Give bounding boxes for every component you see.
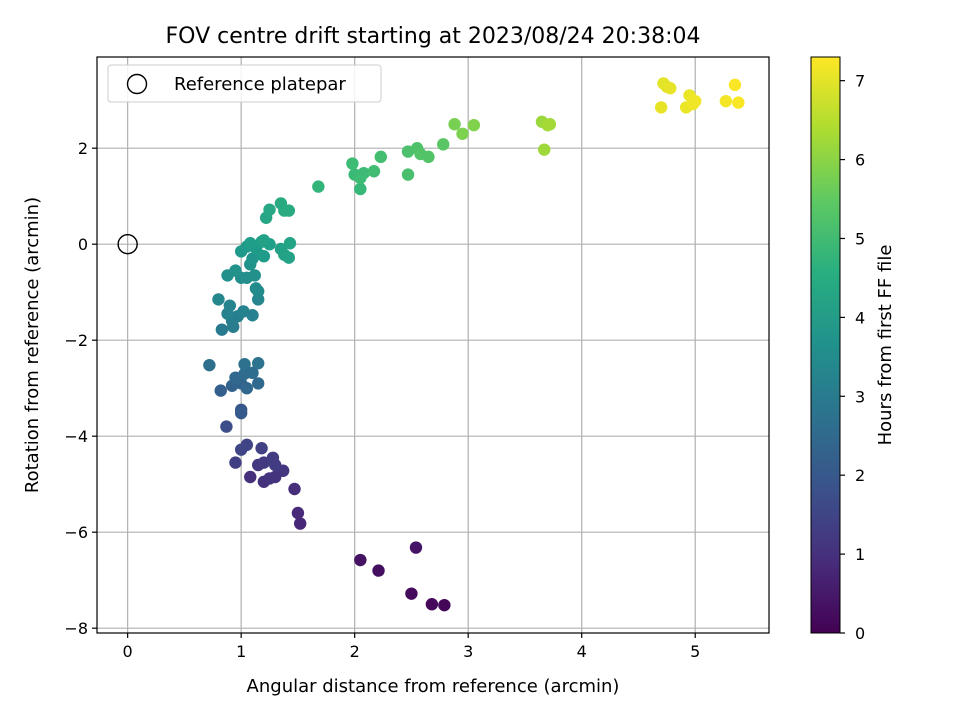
data-point (220, 420, 233, 433)
data-point (269, 458, 282, 472)
colorbar-tick-label: 7 (855, 72, 865, 91)
data-point (229, 264, 242, 277)
data-point (401, 168, 415, 181)
data-point (538, 143, 551, 156)
data-point (223, 299, 237, 312)
data-point (288, 482, 301, 496)
x-tick-label: 5 (690, 642, 700, 661)
data-point (212, 293, 225, 306)
colorbar: 0 1 2 3 4 5 6 7 Hours from first FF file (810, 56, 896, 643)
data-points (117, 77, 745, 612)
x-tick-label: 4 (577, 642, 587, 661)
data-point (251, 285, 265, 298)
data-point (291, 506, 305, 520)
y-tick-label: 2 (78, 139, 88, 158)
legend-marker-reference (126, 73, 148, 95)
data-point (405, 587, 418, 600)
reference-platepar-marker (117, 233, 138, 255)
data-point (689, 94, 702, 108)
x-tick-label: 2 (350, 642, 360, 661)
data-point (312, 180, 325, 193)
data-point (234, 406, 248, 420)
colorbar-tick-label: 2 (855, 466, 865, 485)
legend: Reference platepar (107, 64, 382, 103)
data-point (422, 150, 435, 164)
data-point (263, 203, 276, 216)
data-point (234, 443, 248, 456)
data-point (448, 118, 461, 131)
chart-title: FOV centre drift starting at 2023/08/24 … (166, 24, 701, 49)
data-point (357, 166, 370, 180)
data-point (354, 182, 367, 196)
data-point (244, 237, 257, 250)
data-point (240, 382, 254, 395)
grid-lines (97, 57, 769, 633)
colorbar-tick-label: 3 (855, 387, 865, 406)
y-tick-label: −4 (64, 427, 88, 446)
colorbar-tick-label: 5 (855, 229, 865, 248)
data-point (293, 517, 307, 530)
data-point (257, 234, 271, 247)
x-tick-label: 1 (236, 642, 246, 661)
data-point (425, 598, 439, 611)
data-point (346, 157, 359, 170)
data-point (664, 82, 677, 95)
x-axis-label: Angular distance from reference (arcmin) (247, 676, 620, 697)
y-axis-label: Rotation from reference (arcmin) (22, 197, 43, 493)
data-point (283, 237, 297, 250)
data-point (282, 251, 296, 264)
plot-background (97, 57, 769, 633)
data-point (257, 250, 271, 263)
data-point (214, 384, 227, 397)
y-tick-label: −2 (64, 331, 88, 350)
x-tick-label: 0 (123, 642, 133, 661)
data-point (467, 118, 481, 132)
colorbar-tick-label: 4 (855, 308, 865, 327)
data-point (654, 101, 668, 114)
data-point (215, 323, 229, 336)
data-point (246, 366, 259, 380)
data-point (719, 94, 733, 108)
legend-label-reference: Reference platepar (174, 74, 346, 95)
data-point (409, 541, 423, 554)
data-point (229, 456, 242, 469)
data-point (257, 456, 271, 469)
data-point (237, 305, 250, 318)
data-point (543, 118, 557, 131)
legend-box (107, 64, 382, 103)
data-point (374, 150, 387, 164)
y-tick-label: −8 (64, 619, 88, 638)
data-point (244, 470, 257, 484)
data-point (372, 564, 385, 577)
colorbar-tick-label: 0 (855, 624, 865, 643)
y-axis-ticks: −8 −6 −4 −2 0 2 (64, 139, 97, 638)
data-point (255, 442, 268, 455)
data-point (732, 96, 745, 109)
x-tick-label: 3 (463, 642, 473, 661)
data-point (251, 377, 265, 390)
data-point (456, 127, 469, 140)
data-point (728, 78, 742, 92)
data-point (438, 598, 451, 612)
data-point (354, 553, 367, 567)
colorbar-ticks: 0 1 2 3 4 5 6 7 (840, 72, 865, 643)
colorbar-tick-label: 1 (855, 545, 865, 564)
x-axis-ticks: 0 1 2 3 4 5 (123, 633, 700, 661)
plot-frame (96, 56, 770, 634)
data-point (282, 204, 296, 217)
y-tick-label: 0 (78, 235, 88, 254)
y-tick-label: −6 (64, 523, 88, 542)
data-point (437, 138, 450, 151)
colorbar-gradient (810, 56, 841, 634)
data-point (251, 357, 265, 370)
data-point (248, 269, 261, 282)
data-point (367, 165, 381, 178)
data-point (238, 358, 251, 371)
colorbar-tick-label: 6 (855, 151, 865, 170)
colorbar-label: Hours from first FF file (875, 245, 896, 446)
data-point (203, 358, 216, 372)
